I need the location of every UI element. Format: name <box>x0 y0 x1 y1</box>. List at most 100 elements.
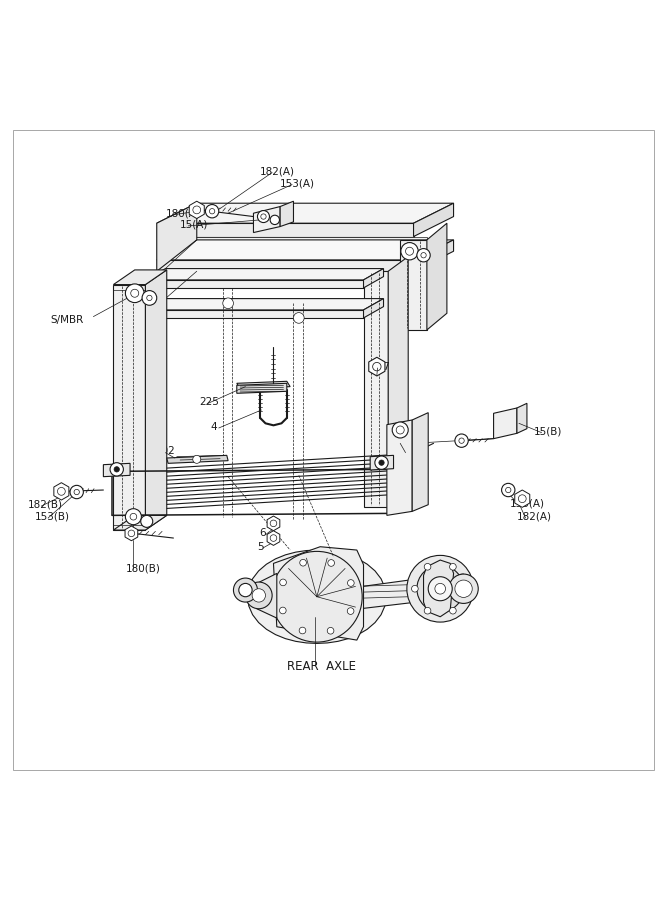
Circle shape <box>417 248 430 262</box>
Circle shape <box>299 560 306 566</box>
Polygon shape <box>370 455 394 470</box>
Polygon shape <box>103 464 130 477</box>
Polygon shape <box>125 526 138 541</box>
Circle shape <box>392 422 408 438</box>
Circle shape <box>375 456 388 469</box>
Polygon shape <box>424 560 454 616</box>
Polygon shape <box>257 573 277 618</box>
Circle shape <box>327 627 334 634</box>
Polygon shape <box>157 260 414 271</box>
Polygon shape <box>267 516 280 531</box>
Polygon shape <box>280 202 293 227</box>
Polygon shape <box>113 516 167 530</box>
Polygon shape <box>113 284 145 530</box>
Text: 153(A): 153(A) <box>510 499 545 508</box>
Circle shape <box>110 463 123 476</box>
Polygon shape <box>157 223 414 237</box>
Circle shape <box>125 284 144 302</box>
Circle shape <box>407 555 474 622</box>
Polygon shape <box>434 574 464 602</box>
Text: S/MBR: S/MBR <box>50 315 83 325</box>
Text: 4: 4 <box>210 422 217 432</box>
Polygon shape <box>189 202 204 219</box>
Circle shape <box>450 608 456 614</box>
Polygon shape <box>267 531 280 545</box>
Circle shape <box>270 215 279 225</box>
Polygon shape <box>145 299 384 310</box>
Circle shape <box>257 211 269 222</box>
Circle shape <box>417 565 464 612</box>
Circle shape <box>245 582 272 608</box>
Circle shape <box>193 455 201 464</box>
Circle shape <box>412 585 418 592</box>
Polygon shape <box>273 546 364 640</box>
Circle shape <box>462 585 469 592</box>
Polygon shape <box>369 357 385 376</box>
Polygon shape <box>167 455 228 464</box>
Polygon shape <box>113 270 167 284</box>
Circle shape <box>379 460 384 465</box>
Polygon shape <box>412 412 428 511</box>
Circle shape <box>435 583 446 594</box>
Text: 502: 502 <box>155 446 175 456</box>
Polygon shape <box>414 240 454 271</box>
Text: 15(B): 15(B) <box>534 427 562 436</box>
Circle shape <box>252 589 265 602</box>
Polygon shape <box>247 550 386 644</box>
Circle shape <box>299 627 306 634</box>
Polygon shape <box>157 240 454 260</box>
Circle shape <box>233 578 257 602</box>
Circle shape <box>223 298 233 309</box>
Circle shape <box>141 516 153 527</box>
Text: 5: 5 <box>257 542 263 552</box>
Circle shape <box>428 577 452 600</box>
Polygon shape <box>360 577 434 608</box>
Polygon shape <box>145 280 364 288</box>
Circle shape <box>70 485 83 499</box>
Polygon shape <box>237 383 287 393</box>
Circle shape <box>348 580 354 586</box>
Text: 15(A): 15(A) <box>180 220 209 230</box>
Polygon shape <box>157 203 197 271</box>
Polygon shape <box>253 206 280 232</box>
Circle shape <box>327 560 334 566</box>
Circle shape <box>455 580 472 598</box>
Polygon shape <box>414 203 454 237</box>
Text: 182(B): 182(B) <box>28 500 63 509</box>
Circle shape <box>293 312 304 323</box>
Polygon shape <box>387 420 412 516</box>
Polygon shape <box>494 408 517 438</box>
Polygon shape <box>517 403 527 433</box>
Text: 153(B): 153(B) <box>35 512 69 522</box>
Circle shape <box>424 608 431 614</box>
Polygon shape <box>427 223 447 330</box>
Text: 182(A): 182(A) <box>260 166 295 176</box>
Circle shape <box>401 243 418 260</box>
Polygon shape <box>388 256 408 507</box>
Polygon shape <box>145 268 384 280</box>
Circle shape <box>142 291 157 305</box>
Text: REAR  AXLE: REAR AXLE <box>287 661 356 673</box>
Polygon shape <box>145 270 167 530</box>
Circle shape <box>449 574 478 603</box>
Text: 225: 225 <box>199 397 219 407</box>
Polygon shape <box>54 482 69 500</box>
Text: 180(B): 180(B) <box>125 563 160 573</box>
Circle shape <box>239 583 252 597</box>
Polygon shape <box>364 271 388 507</box>
Polygon shape <box>157 203 454 223</box>
Text: 227: 227 <box>370 362 390 372</box>
Polygon shape <box>515 490 530 508</box>
Circle shape <box>348 608 354 615</box>
Circle shape <box>279 579 286 586</box>
Polygon shape <box>364 299 384 318</box>
Text: 6: 6 <box>259 528 265 538</box>
Circle shape <box>424 563 431 570</box>
Circle shape <box>450 563 456 570</box>
Polygon shape <box>170 237 427 250</box>
Circle shape <box>502 483 515 497</box>
Circle shape <box>205 204 219 218</box>
Text: 153(A): 153(A) <box>280 178 315 188</box>
Circle shape <box>455 434 468 447</box>
Polygon shape <box>145 310 364 318</box>
